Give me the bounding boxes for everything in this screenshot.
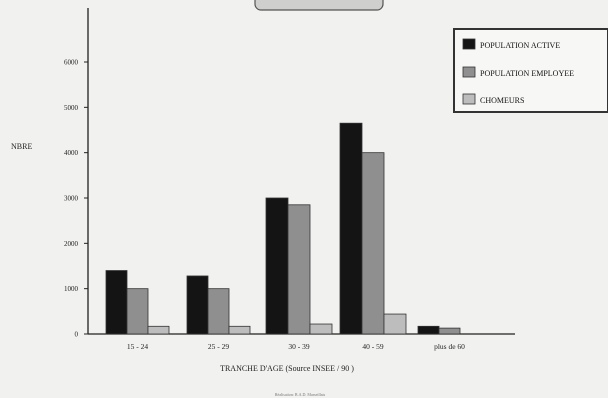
bar bbox=[228, 325, 251, 335]
bars bbox=[105, 122, 461, 335]
y-tick-label: 6000 bbox=[64, 59, 79, 67]
legend-box bbox=[453, 28, 608, 113]
legend-swatch bbox=[462, 93, 476, 105]
y-tick-label: 4000 bbox=[64, 149, 79, 157]
x-axis-label: TRANCHE D'AGE (Source INSEE / 90 ) bbox=[220, 364, 354, 373]
y-tick-label: 2000 bbox=[64, 240, 79, 248]
footer-credit: Réalisation: B.A.D. Marseillais bbox=[275, 392, 326, 397]
x-tick-label: 30 - 39 bbox=[288, 342, 309, 351]
legend-swatch bbox=[462, 66, 476, 78]
title-box bbox=[254, 0, 384, 11]
bar bbox=[417, 325, 440, 335]
y-tick-label: 3000 bbox=[64, 195, 79, 203]
bar bbox=[361, 152, 385, 335]
bar bbox=[147, 325, 170, 335]
bar bbox=[383, 313, 407, 335]
legend-label: POPULATION EMPLOYEE bbox=[480, 69, 574, 78]
legend-label: CHOMEURS bbox=[480, 96, 524, 105]
bar bbox=[126, 288, 149, 335]
bar bbox=[265, 197, 289, 335]
bar bbox=[287, 204, 311, 335]
labels: 0 1000 2000 3000 4000 5000 6000 15 - 24 25 - 29 3… bbox=[64, 59, 465, 352]
bar bbox=[309, 323, 333, 335]
legend-swatch bbox=[462, 38, 476, 50]
y-tick-label: 5000 bbox=[64, 104, 79, 112]
legend: POPULATION ACTIVE POPULATION EMPLOYEE CHOM… bbox=[453, 28, 608, 113]
bar bbox=[339, 122, 363, 335]
y-axis-label: NBRE bbox=[11, 142, 32, 151]
bar bbox=[207, 288, 230, 335]
y-tick-label: 1000 bbox=[64, 285, 79, 293]
x-tick-label: 25 - 29 bbox=[208, 342, 229, 351]
x-tick-label: 15 - 24 bbox=[127, 342, 148, 351]
x-tick-label: plus de 60 bbox=[434, 342, 465, 351]
y-tick-label: 0 bbox=[75, 331, 79, 339]
bar bbox=[186, 275, 209, 335]
bar bbox=[438, 327, 461, 335]
bar bbox=[105, 270, 128, 335]
legend-label: POPULATION ACTIVE bbox=[480, 41, 560, 50]
x-tick-label: 40 - 59 bbox=[362, 342, 383, 351]
